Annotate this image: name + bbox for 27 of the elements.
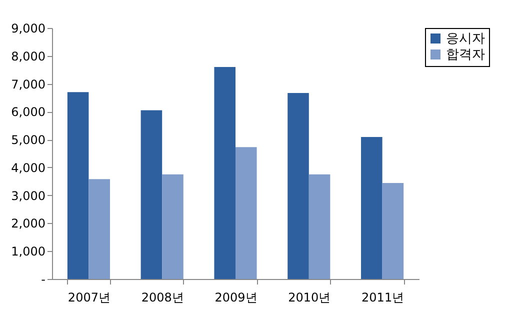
x-tick-label: 2009년	[214, 290, 258, 304]
bar	[236, 147, 257, 279]
y-tick-label: 7,000	[11, 77, 46, 92]
y-tick-label: 2,000	[11, 216, 46, 231]
bar	[140, 110, 162, 279]
bar	[288, 92, 309, 279]
x-tick-label: 2007년	[68, 290, 110, 304]
y-tick-label: 9,000	[11, 22, 46, 36]
y-tick-label: 1,000	[11, 244, 46, 259]
y-tick-label: -	[41, 272, 46, 286]
y-tick-label: 6,000	[11, 105, 46, 120]
y-tick-label: 4,000	[11, 160, 46, 175]
legend-label: 합격자	[446, 48, 485, 62]
bar	[361, 137, 382, 279]
bar	[88, 179, 110, 279]
bar	[162, 174, 184, 279]
x-tick-label: 2010년	[288, 290, 331, 304]
bar	[308, 174, 330, 279]
y-tick-label: 5,000	[11, 133, 46, 148]
y-tick-label: 3,000	[11, 188, 46, 203]
bar	[382, 183, 404, 279]
x-tick-label: 2011년	[362, 290, 404, 304]
bar	[67, 92, 89, 279]
y-tick-label: 8,000	[11, 49, 46, 64]
bar	[214, 67, 236, 279]
x-tick-label: 2008년	[141, 290, 184, 304]
legend-label: 응시자	[446, 32, 485, 46]
